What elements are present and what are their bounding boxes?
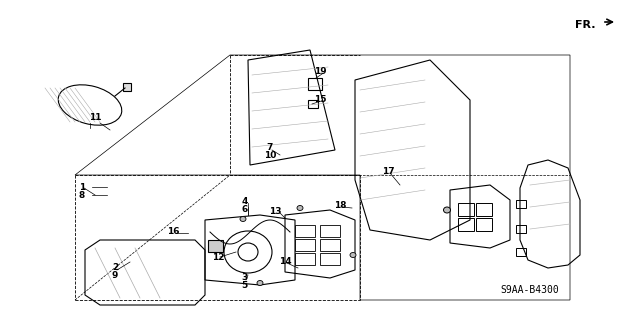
Ellipse shape [444,207,451,213]
Text: FR.: FR. [575,20,595,30]
Text: S9AA-B4300: S9AA-B4300 [500,285,559,295]
Text: 2: 2 [112,263,118,272]
Text: 1: 1 [79,182,85,191]
Text: 7: 7 [267,144,273,152]
Text: 8: 8 [79,190,85,199]
Bar [516,248,526,256]
Bar [320,225,340,237]
Bar [308,100,318,108]
Text: 10: 10 [264,152,276,160]
Bar [123,83,131,91]
Ellipse shape [297,205,303,211]
Bar [320,239,340,251]
Text: 18: 18 [333,201,346,210]
Bar [295,225,315,237]
Text: 17: 17 [381,167,394,176]
Bar [308,78,322,90]
Text: 16: 16 [167,227,179,236]
Text: 5: 5 [241,281,247,291]
Bar [295,253,315,265]
Text: 12: 12 [212,254,224,263]
Bar [295,239,315,251]
Text: 11: 11 [89,114,101,122]
Bar [516,225,526,233]
Ellipse shape [240,217,246,221]
Text: 6: 6 [242,205,248,214]
Ellipse shape [350,253,356,257]
Bar [476,218,492,231]
Text: 9: 9 [112,271,118,280]
Bar [458,203,474,216]
Bar [320,253,340,265]
Bar [476,203,492,216]
Bar [458,218,474,231]
Bar [516,200,526,208]
Text: 4: 4 [242,197,248,206]
Text: 14: 14 [278,257,291,266]
Text: 15: 15 [314,95,326,105]
Text: 3: 3 [241,273,247,283]
Text: 19: 19 [314,68,326,77]
Text: 13: 13 [269,207,281,217]
Ellipse shape [257,280,263,286]
Bar [208,240,223,252]
